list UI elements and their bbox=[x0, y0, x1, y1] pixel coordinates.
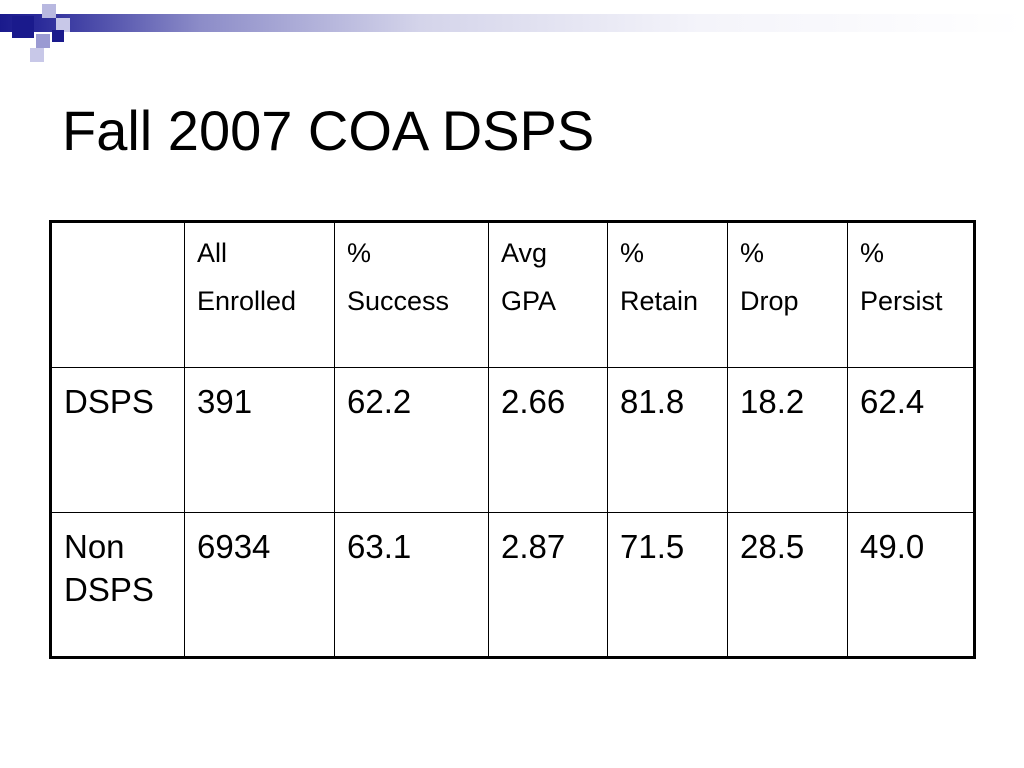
table-cell: 81.8 bbox=[607, 367, 728, 513]
header-line: Drop bbox=[740, 286, 799, 316]
logo-square-light bbox=[30, 48, 44, 62]
header-line: % bbox=[860, 238, 885, 268]
row-label-cell: DSPS bbox=[50, 367, 185, 513]
table-cell: 63.1 bbox=[334, 512, 489, 658]
table-header-cell: Avg GPA bbox=[488, 221, 608, 368]
table-cell: 62.2 bbox=[334, 367, 489, 513]
table-cell: 71.5 bbox=[607, 512, 728, 658]
header-line: Enrolled bbox=[197, 286, 297, 316]
table-cell: 6934 bbox=[184, 512, 335, 658]
row-label-cell: Non DSPS bbox=[50, 512, 185, 658]
header-line: % bbox=[347, 238, 372, 268]
table-header-cell: % Retain bbox=[607, 221, 728, 368]
header-line: GPA bbox=[501, 286, 557, 316]
table-header-cell: All Enrolled bbox=[184, 221, 335, 368]
header-line: Retain bbox=[620, 286, 699, 316]
header-line: All bbox=[197, 238, 228, 268]
table-row: Non DSPS 6934 63.1 2.87 71.5 28.5 49.0 bbox=[50, 512, 975, 658]
logo-square-dark bbox=[52, 30, 64, 42]
table-cell: 28.5 bbox=[727, 512, 848, 658]
table-cell: 2.87 bbox=[488, 512, 608, 658]
logo-square-dark bbox=[12, 16, 34, 38]
header-gradient-band bbox=[0, 14, 1024, 32]
table-header-cell: % Persist bbox=[847, 221, 975, 368]
table-header-cell bbox=[50, 221, 185, 368]
table-cell: 2.66 bbox=[488, 367, 608, 513]
table-header-cell: % Drop bbox=[727, 221, 848, 368]
header-line: Persist bbox=[860, 286, 943, 316]
table-row: DSPS 391 62.2 2.66 81.8 18.2 62.4 bbox=[50, 367, 975, 513]
table-cell: 62.4 bbox=[847, 367, 975, 513]
header-line: % bbox=[620, 238, 645, 268]
table-cell: 18.2 bbox=[727, 367, 848, 513]
header-line: Success bbox=[347, 286, 450, 316]
header-line: % bbox=[740, 238, 765, 268]
page-title: Fall 2007 COA DSPS bbox=[62, 99, 595, 162]
table-header-row: All Enrolled % Success Avg GPA % Retain … bbox=[50, 221, 975, 368]
logo-square-light bbox=[56, 18, 70, 32]
table-cell: 49.0 bbox=[847, 512, 975, 658]
header-line: Avg bbox=[501, 238, 548, 268]
table-cell: 391 bbox=[184, 367, 335, 513]
data-table: All Enrolled % Success Avg GPA % Retain … bbox=[49, 220, 976, 659]
logo-square-mid bbox=[36, 34, 50, 48]
logo-square-light bbox=[42, 4, 56, 18]
table-header-cell: % Success bbox=[334, 221, 489, 368]
